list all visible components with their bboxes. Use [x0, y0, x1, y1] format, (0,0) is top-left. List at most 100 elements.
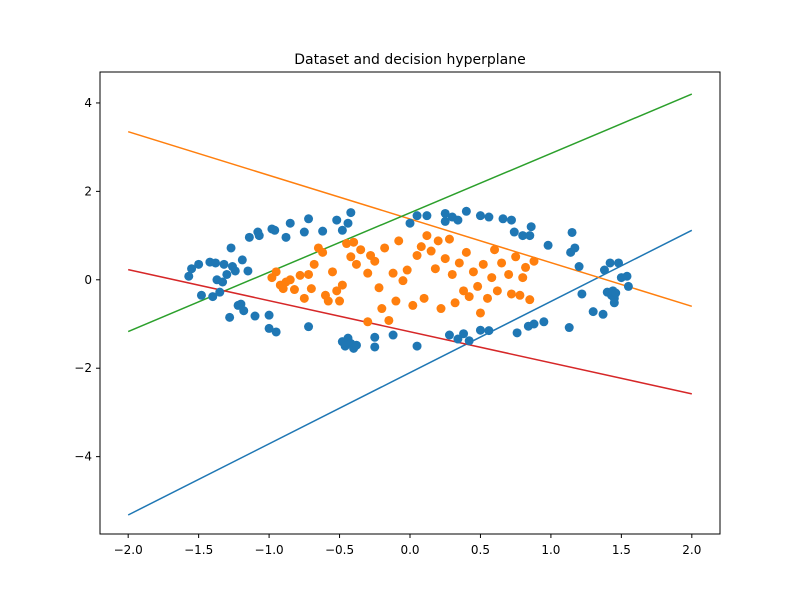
- scatter-point-series-2: [342, 239, 352, 249]
- scatter-point-series-2: [356, 245, 366, 255]
- scatter-point-series-1: [622, 271, 632, 281]
- scatter-point-series-2: [433, 236, 443, 246]
- scatter-point-series-1: [564, 323, 574, 333]
- scatter-point-series-1: [215, 287, 225, 297]
- scatter-point-series-2: [332, 286, 342, 296]
- scatter-point-series-1: [475, 211, 485, 221]
- scatter-point-series-1: [304, 214, 314, 224]
- scatter-point-series-2: [394, 236, 404, 246]
- scatter-point-series-2: [323, 296, 333, 306]
- scatter-point-series-2: [306, 284, 316, 294]
- scatter-point-series-1: [525, 231, 535, 241]
- scatter-point-series-2: [295, 270, 305, 280]
- scatter-point-series-1: [588, 307, 598, 317]
- scatter-point-series-1: [623, 281, 633, 291]
- scatter-point-series-2: [487, 273, 497, 283]
- scatter-point-series-2: [504, 269, 514, 279]
- scatter-point-series-1: [518, 231, 528, 241]
- scatter-point-series-1: [526, 222, 536, 232]
- y-tick-label: 2: [84, 184, 92, 198]
- scatter-point-series-2: [398, 276, 408, 286]
- scatter-point-series-2: [506, 289, 516, 299]
- scatter-point-series-1: [611, 288, 621, 298]
- scatter-point-series-1: [230, 266, 240, 276]
- x-axis: −2.0 −1.5 −1.0 −0.5 0.0 0.5 1.0 1.5 2.0: [114, 534, 701, 557]
- scatter-point-series-1: [239, 306, 249, 316]
- scatter-point-series-1: [539, 317, 549, 327]
- scatter-point-series-1: [567, 227, 577, 237]
- scatter-point-series-2: [309, 259, 319, 269]
- scatter-point-series-2: [402, 265, 412, 275]
- scatter-point-series-1: [225, 312, 235, 322]
- scatter-point-series-2: [468, 267, 478, 277]
- scatter-point-series-2: [337, 280, 347, 290]
- scatter-point-series-1: [598, 309, 608, 319]
- scatter-point-series-2: [419, 293, 429, 303]
- scatter-point-series-2: [454, 258, 464, 268]
- scatter-point-series-1: [270, 225, 280, 235]
- x-tick-label: 2.0: [682, 543, 701, 557]
- scatter-point-series-1: [412, 211, 422, 221]
- scatter-point-series-1: [506, 215, 516, 225]
- scatter-point-series-1: [187, 264, 197, 274]
- scatter-point-series-1: [218, 277, 228, 287]
- scatter-point-series-1: [453, 334, 463, 344]
- scatter-point-series-1: [264, 323, 274, 333]
- y-tick-label: −4: [74, 450, 92, 464]
- x-tick-label: −1.5: [184, 543, 213, 557]
- scatter-point-series-2: [440, 254, 450, 264]
- scatter-point-series-2: [473, 281, 483, 291]
- scatter-point-series-1: [453, 215, 463, 225]
- scatter-point-series-2: [461, 247, 471, 257]
- y-axis: −4 −2 0 2 4: [74, 96, 100, 464]
- scatter-point-series-2: [388, 268, 398, 278]
- scatter-point-series-2: [497, 258, 507, 268]
- scatter-point-series-1: [599, 265, 609, 275]
- scatter-point-series-1: [196, 290, 206, 300]
- scatter-point-series-2: [464, 292, 474, 302]
- x-tick-label: 1.0: [541, 543, 560, 557]
- scatter-point-series-2: [416, 242, 426, 252]
- scatter-point-series-1: [332, 215, 342, 225]
- x-tick-label: −0.5: [325, 543, 354, 557]
- scatter-point-series-2: [511, 252, 521, 262]
- scatter-point-series-1: [614, 258, 624, 268]
- scatter-point-series-2: [478, 259, 488, 269]
- scatter-point-series-2: [328, 267, 337, 277]
- scatter-point-series-2: [349, 237, 359, 247]
- scatter-point-series-1: [194, 259, 204, 269]
- scatter-point-series-2: [346, 252, 356, 262]
- scatter-point-series-2: [483, 293, 492, 303]
- chart-title: Dataset and decision hyperplane: [294, 52, 525, 68]
- plot-area: [127, 93, 693, 516]
- scatter-point-series-1: [285, 218, 295, 228]
- scatter-point-series-1: [254, 231, 264, 241]
- x-tick-label: 0.0: [400, 543, 419, 557]
- scatter-point-series-1: [405, 218, 415, 228]
- scatter-point-series-1: [281, 232, 291, 242]
- scatter-point-series-2: [299, 293, 309, 303]
- scatter-point-series-1: [422, 211, 432, 221]
- y-tick-label: 4: [84, 96, 92, 110]
- scatter-point-series-1: [459, 329, 469, 339]
- scatter-point-series-1: [346, 208, 356, 218]
- scatter-point-series-2: [363, 317, 373, 327]
- scatter-point-series-2: [430, 264, 440, 274]
- scatter-point-series-1: [543, 240, 553, 250]
- scatter-point-series-1: [529, 319, 539, 329]
- scatter-point-series-2: [436, 304, 446, 314]
- scatter-point-series-1: [351, 340, 361, 350]
- scatter-point-series-1: [184, 271, 194, 281]
- scatter-point-series-1: [337, 225, 347, 235]
- scatter-point-series-2: [380, 243, 390, 253]
- scatter-point-series-2: [384, 315, 394, 325]
- scatter-point-series-2: [285, 275, 295, 285]
- scatter-point-series-1: [219, 259, 229, 269]
- scatter-point-series-2: [289, 285, 299, 295]
- scatter-point-series-1: [318, 226, 328, 236]
- scatter-point-series-1: [243, 266, 253, 276]
- scatter-point-series-2: [408, 300, 418, 310]
- scatter-point-series-1: [304, 322, 314, 332]
- scatter-point-series-1: [237, 255, 247, 265]
- scatter-point-series-2: [515, 290, 525, 300]
